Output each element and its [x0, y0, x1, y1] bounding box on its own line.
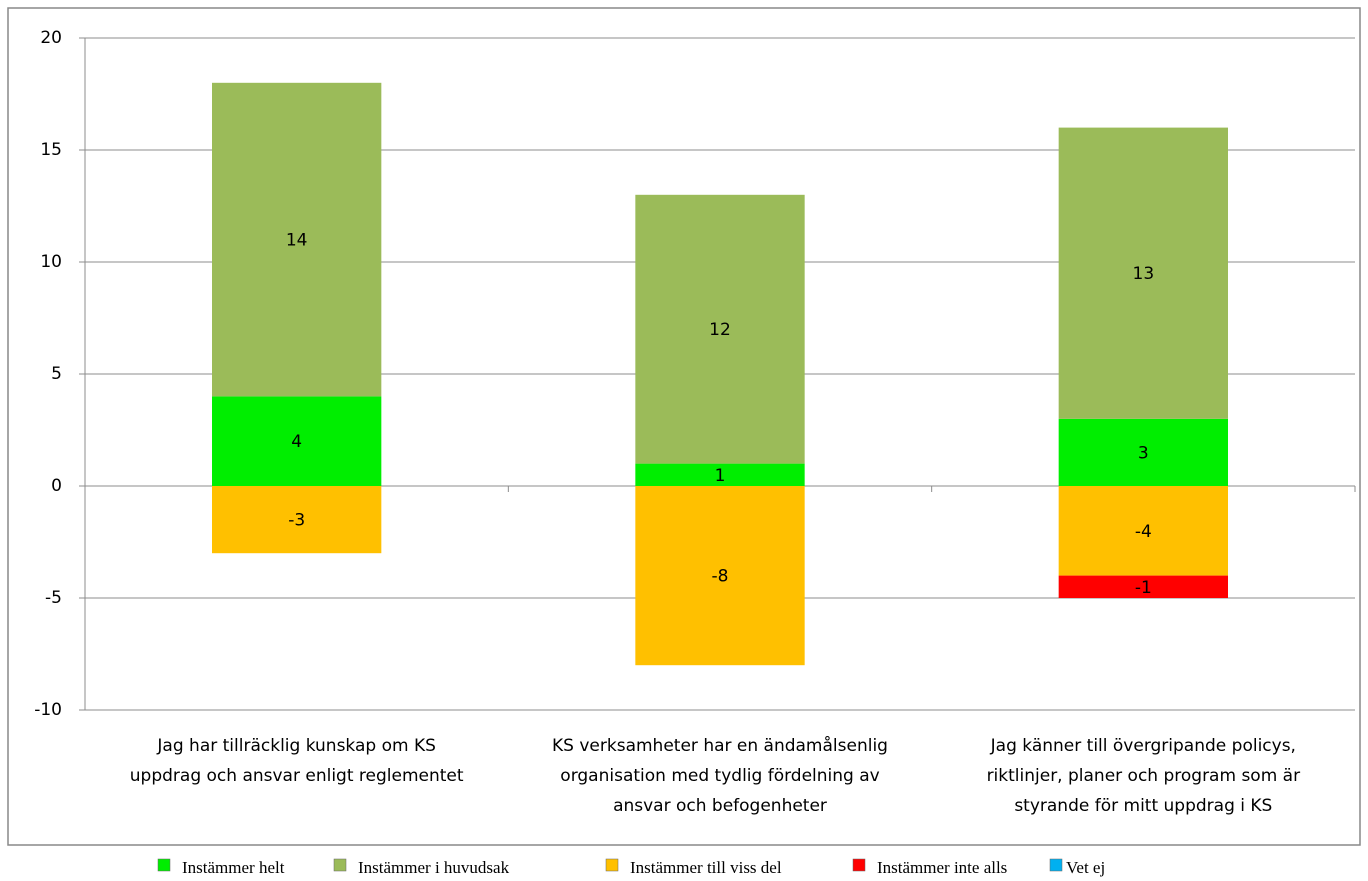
- y-tick-label: -5: [45, 588, 62, 608]
- y-tick-label: -10: [34, 700, 62, 720]
- bar-segment: [1058, 486, 1228, 576]
- data-label: 13: [1133, 264, 1155, 284]
- data-label: 14: [286, 231, 308, 251]
- data-label: -1: [1135, 578, 1152, 598]
- bar-segment: [635, 486, 805, 666]
- x-tick-label: Jag känner till övergripande policys,: [990, 736, 1296, 756]
- legend-swatch: [605, 858, 619, 872]
- legend-label: Vet ej: [1066, 858, 1105, 877]
- x-tick-label: ansvar och befogenheter: [613, 796, 827, 816]
- legend-label: Instämmer inte alls: [877, 858, 1007, 877]
- data-label: 1: [715, 466, 726, 486]
- legend-swatch: [157, 858, 171, 872]
- legend-label: Instämmer till viss del: [630, 858, 782, 877]
- bar-segment: [212, 396, 382, 486]
- bar-segment: [635, 463, 805, 486]
- y-tick-label: 10: [40, 252, 62, 272]
- bar-segment: [212, 82, 382, 397]
- x-tick-label: KS verksamheter har en ändamålsenlig: [552, 735, 888, 756]
- y-tick-label: 0: [51, 476, 62, 496]
- bar-segment: [1058, 127, 1228, 419]
- x-tick-label: riktlinjer, planer och program som är: [987, 766, 1301, 786]
- legend-swatch: [333, 858, 347, 872]
- x-tick-label: styrande för mitt uppdrag i KS: [1014, 796, 1272, 816]
- legend-label: Instämmer helt: [182, 858, 285, 877]
- data-label: 4: [291, 432, 302, 452]
- legend-swatch: [852, 858, 866, 872]
- data-label: 12: [709, 320, 731, 340]
- bar-segment: [1058, 418, 1228, 486]
- bar-segment: [635, 194, 805, 464]
- x-tick-label: uppdrag och ansvar enligt reglementet: [130, 766, 464, 786]
- y-tick-label: 5: [51, 364, 62, 384]
- data-label: -4: [1135, 522, 1152, 542]
- data-label: -3: [288, 511, 305, 531]
- data-label: 3: [1138, 443, 1149, 463]
- bar-segment: [1058, 575, 1228, 598]
- data-label: -8: [712, 567, 729, 587]
- y-tick-label: 20: [40, 28, 62, 48]
- y-tick-label: 15: [40, 140, 62, 160]
- legend-label: Instämmer i huvudsak: [358, 858, 510, 877]
- legend-swatch: [1049, 858, 1063, 872]
- x-tick-label: organisation med tydlig fördelning av: [560, 766, 879, 786]
- bar-segment: [212, 486, 382, 554]
- x-tick-label: Jag har tillräcklig kunskap om KS: [156, 736, 435, 756]
